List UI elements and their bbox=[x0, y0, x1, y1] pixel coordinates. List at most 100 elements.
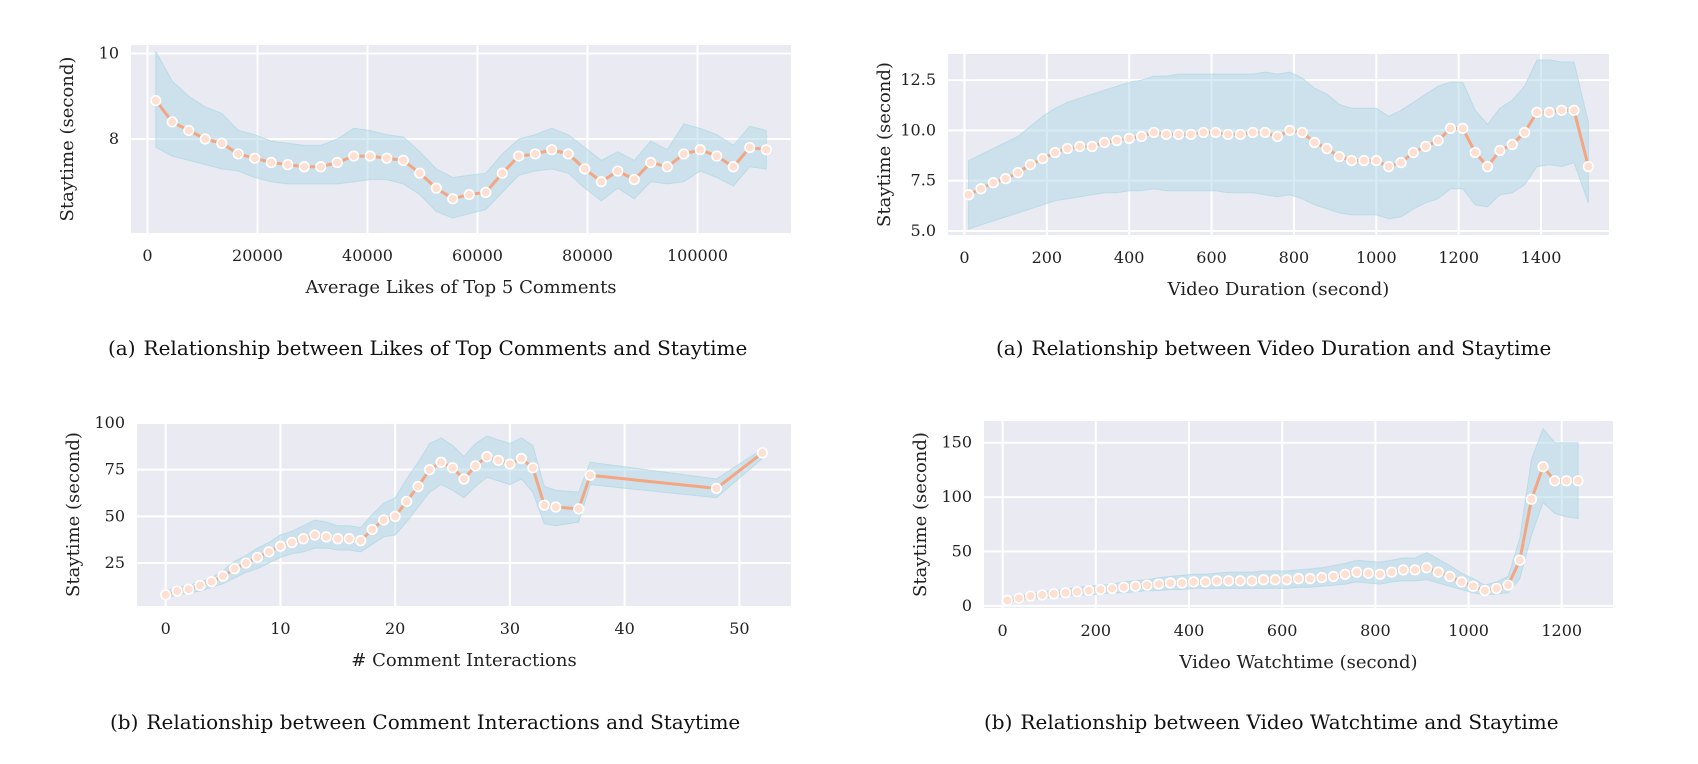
data-point bbox=[678, 148, 690, 160]
y-tick-label: 100 bbox=[941, 487, 972, 506]
caption-watchtime: (b) Relationship between Video Watchtime … bbox=[984, 710, 1559, 734]
caption-interactions: (b) Relationship between Comment Interact… bbox=[110, 710, 740, 734]
data-point bbox=[343, 533, 355, 545]
x-tick-label: 400 bbox=[1174, 621, 1205, 640]
data-point bbox=[199, 133, 211, 145]
data-point bbox=[1271, 130, 1284, 143]
data-point bbox=[240, 557, 252, 569]
y-tick-label: 5.0 bbox=[911, 221, 936, 240]
data-point bbox=[1549, 475, 1561, 487]
data-point bbox=[515, 452, 527, 465]
data-point bbox=[378, 514, 390, 526]
data-point bbox=[232, 148, 244, 160]
x-tick-label: 50 bbox=[729, 619, 749, 638]
caption-text: Relationship between Comment Interaction… bbox=[146, 710, 741, 734]
data-point bbox=[527, 462, 539, 474]
data-point bbox=[756, 447, 768, 459]
data-point bbox=[1106, 582, 1118, 595]
data-point bbox=[397, 154, 409, 166]
data-point bbox=[1383, 161, 1395, 173]
data-point bbox=[1185, 128, 1197, 141]
data-point bbox=[645, 156, 657, 169]
data-point bbox=[1148, 126, 1160, 139]
data-point bbox=[320, 531, 332, 543]
data-point bbox=[1197, 126, 1209, 139]
data-point bbox=[217, 570, 229, 582]
data-point bbox=[401, 495, 413, 508]
y-tick-label: 0 bbox=[962, 596, 972, 615]
data-point bbox=[1339, 568, 1351, 580]
data-point bbox=[760, 144, 772, 156]
y-tick-label: 150 bbox=[941, 433, 972, 452]
data-point bbox=[1386, 566, 1398, 578]
data-point bbox=[579, 163, 591, 175]
caption-label: (b) bbox=[984, 710, 1013, 734]
data-point bbox=[166, 116, 178, 128]
chart-duration-vs-staytime: 0 200 400 600 800 1000 1200 1400 5.0 7.5 10.0 12.5 V… bbox=[849, 0, 1698, 300]
x-tick-label: 40 bbox=[614, 619, 634, 638]
y-tick-label: 75 bbox=[105, 460, 125, 479]
data-point bbox=[282, 159, 294, 171]
data-point bbox=[1514, 554, 1526, 566]
x-tick-label: 800 bbox=[1360, 621, 1391, 640]
x-tick-label: 0 bbox=[142, 246, 152, 265]
y-axis-title: Staytime (second) bbox=[63, 432, 84, 597]
data-point bbox=[1259, 126, 1271, 139]
data-point bbox=[1094, 583, 1107, 596]
x-tick-label: 1200 bbox=[1541, 621, 1582, 640]
data-point bbox=[297, 533, 309, 545]
data-point bbox=[1370, 154, 1382, 167]
data-point bbox=[1481, 161, 1494, 173]
y-tick-label: 100 bbox=[94, 413, 125, 432]
data-point bbox=[1118, 581, 1130, 593]
data-point bbox=[1432, 134, 1444, 147]
data-point bbox=[1582, 161, 1595, 173]
data-point bbox=[1568, 104, 1580, 116]
data-point bbox=[1506, 138, 1518, 151]
data-point bbox=[1281, 574, 1293, 586]
data-point bbox=[546, 144, 558, 156]
y-tick-label: 12.5 bbox=[900, 70, 936, 89]
data-point bbox=[1012, 167, 1024, 179]
data-point bbox=[1141, 579, 1153, 591]
x-tick-label: 20 bbox=[385, 619, 405, 638]
data-point bbox=[595, 176, 607, 188]
x-tick-label: 200 bbox=[1032, 248, 1063, 267]
data-point bbox=[1269, 574, 1281, 586]
data-point bbox=[423, 464, 436, 476]
chart-watchtime-vs-staytime: 0 200 400 600 800 1000 1200 0 50 100 150 Video Watc… bbox=[849, 380, 1698, 680]
data-point bbox=[298, 161, 310, 173]
y-tick-label: 25 bbox=[105, 553, 125, 572]
x-tick-label: 40000 bbox=[342, 246, 393, 265]
data-point bbox=[1525, 493, 1538, 505]
data-point bbox=[1346, 154, 1358, 167]
data-point bbox=[1494, 144, 1506, 157]
data-point bbox=[1304, 573, 1316, 585]
data-point bbox=[286, 536, 298, 549]
data-point bbox=[1457, 122, 1469, 135]
data-point bbox=[389, 510, 401, 522]
x-axis-title: Average Likes of Top 5 Comments bbox=[304, 277, 616, 298]
data-point bbox=[1129, 580, 1142, 592]
data-point bbox=[1479, 585, 1491, 597]
data-point bbox=[1444, 570, 1456, 583]
data-point bbox=[265, 156, 277, 169]
data-point bbox=[1421, 562, 1433, 574]
data-point bbox=[171, 585, 183, 597]
data-point bbox=[1327, 570, 1340, 583]
confidence-band bbox=[1006, 427, 1579, 604]
data-point bbox=[216, 137, 228, 149]
data-point bbox=[1444, 122, 1457, 135]
data-point bbox=[366, 523, 378, 536]
chart-watchtime-svg: 0 200 400 600 800 1000 1200 0 50 100 150 Video Watc… bbox=[910, 421, 1613, 673]
data-point bbox=[309, 529, 321, 541]
x-tick-label: 100000 bbox=[667, 246, 728, 265]
data-point bbox=[1001, 594, 1013, 606]
data-point bbox=[1543, 106, 1555, 118]
x-tick-label: 30 bbox=[500, 619, 520, 638]
data-point bbox=[1123, 132, 1135, 145]
data-point bbox=[573, 503, 585, 515]
x-tick-label: 1200 bbox=[1438, 248, 1479, 267]
data-point bbox=[1223, 575, 1235, 587]
data-point bbox=[183, 583, 195, 595]
